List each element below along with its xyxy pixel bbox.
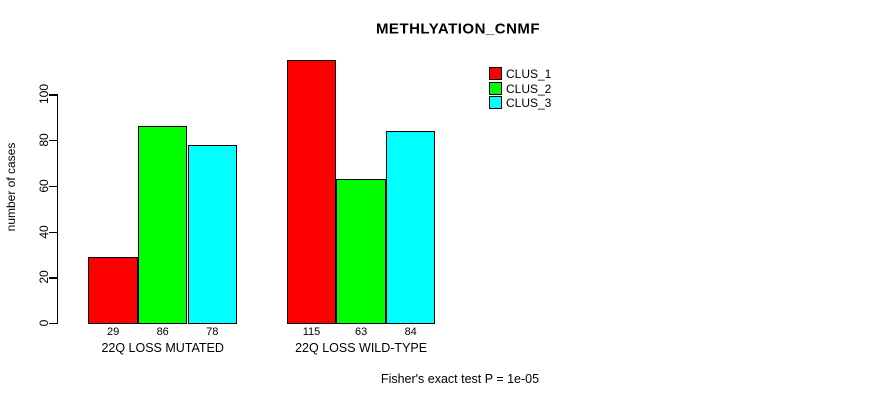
- bar-clus_3-group1: [187, 144, 238, 324]
- bar-value-label: 63: [354, 326, 368, 338]
- bar-clus_2-group1: [137, 126, 188, 324]
- footnote-pvalue: Fisher's exact test P = 1e-05: [380, 372, 540, 386]
- legend-swatch-clus_3: [489, 96, 502, 109]
- bar-clus_3-group2: [385, 130, 436, 324]
- bar-clus_2-group2: [336, 178, 386, 324]
- y-axis-label: number of cases: [4, 142, 18, 232]
- y-axis-line: [56, 94, 58, 324]
- legend-label: CLUS_1: [506, 67, 552, 81]
- y-tick-label: 80: [37, 133, 51, 147]
- legend-swatch-clus_1: [489, 67, 502, 80]
- y-axis-tick: [48, 185, 57, 188]
- x-category-label: 22Q LOSS WILD-TYPE: [295, 341, 428, 355]
- y-tick-label: 100: [37, 84, 51, 105]
- y-tick-label: 20: [37, 270, 51, 284]
- bar-value-label: 86: [156, 326, 169, 338]
- y-tick-label: 0: [37, 319, 51, 327]
- bar-value-label: 78: [206, 326, 219, 338]
- legend-label: CLUS_3: [506, 96, 552, 110]
- chart-title: METHLYATION_CNMF: [375, 20, 541, 38]
- legend-item-clus_3: CLUS_3: [489, 96, 569, 110]
- bar-clus_1-group2: [286, 59, 337, 324]
- legend-label: CLUS_2: [506, 81, 552, 96]
- y-axis-tick: [48, 323, 57, 325]
- y-axis-tick: [48, 277, 57, 279]
- bar-value-label: 115: [302, 326, 321, 338]
- legend-item-clus_1: CLUS_1: [489, 67, 569, 81]
- y-axis-tick: [48, 94, 57, 96]
- y-tick-label: 60: [37, 179, 51, 193]
- legend-swatch-clus_2: [489, 81, 502, 95]
- bar-value-label: 29: [106, 326, 120, 338]
- bar-value-label: 84: [404, 326, 417, 338]
- bar-clus_1-group1: [88, 256, 138, 324]
- legend-item-clus_2: CLUS_2: [489, 81, 569, 96]
- y-axis-tick: [48, 140, 57, 142]
- y-axis-tick: [48, 231, 57, 233]
- y-tick-label: 40: [37, 224, 51, 239]
- x-category-label: 22Q LOSS MUTATED: [101, 341, 224, 355]
